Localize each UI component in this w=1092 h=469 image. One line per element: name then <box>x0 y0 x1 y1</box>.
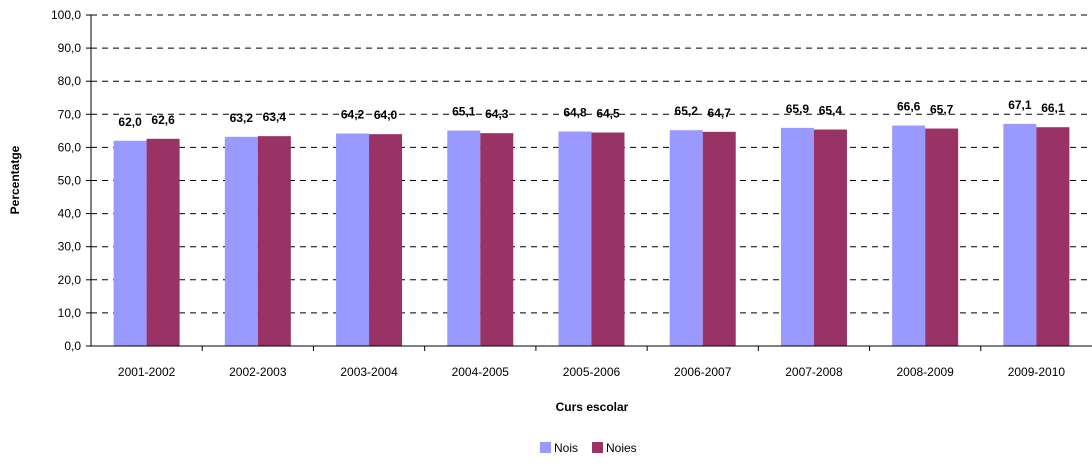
bars <box>113 123 1070 346</box>
data-label: 65,7 <box>930 103 954 117</box>
legend-label-nois: Nois <box>554 441 578 455</box>
bar-noies <box>369 134 403 346</box>
bar-noies <box>1036 127 1070 346</box>
y-tick-label: 30,0 <box>58 240 82 254</box>
data-label: 64,0 <box>374 108 398 122</box>
data-label: 65,2 <box>675 104 699 118</box>
bar-noies <box>813 129 847 346</box>
data-label: 62,6 <box>151 113 175 127</box>
bar-nois <box>669 130 703 346</box>
data-label: 67,1 <box>1008 98 1032 112</box>
bar-nois <box>336 133 370 346</box>
bar-nois <box>224 136 258 346</box>
data-label: 65,4 <box>819 104 843 118</box>
data-label: 64,5 <box>596 107 620 121</box>
bar-nois <box>447 130 481 346</box>
x-tick-label: 2001-2002 <box>118 365 176 379</box>
y-tick-label: 0,0 <box>64 339 81 353</box>
y-tick-label: 20,0 <box>58 273 82 287</box>
legend: Nois Noies <box>540 441 637 455</box>
x-tick-label: 2009-2010 <box>1008 365 1066 379</box>
x-tick-label: 2003-2004 <box>340 365 398 379</box>
data-label: 64,7 <box>708 106 732 120</box>
axes <box>86 14 1092 351</box>
bar-noies <box>702 131 736 346</box>
legend-swatch-nois <box>540 442 551 453</box>
bar-nois <box>113 140 147 346</box>
x-tick-label: 2002-2003 <box>229 365 287 379</box>
y-tick-label: 80,0 <box>58 74 82 88</box>
bar-nois <box>558 131 592 346</box>
bar-nois <box>780 127 814 346</box>
bar-noies <box>591 132 625 346</box>
x-tick-label: 2005-2006 <box>563 365 621 379</box>
x-tick-label: 2008-2009 <box>896 365 954 379</box>
data-label: 64,8 <box>563 106 587 120</box>
x-tick-label: 2006-2007 <box>674 365 732 379</box>
bar-nois <box>1003 123 1037 346</box>
data-label: 62,0 <box>118 115 142 129</box>
data-label: 63,4 <box>263 110 287 124</box>
data-labels: 62,0 62,6 63,2 63,4 64,2 64,0 65,1 64,3 64,8 64,5… <box>118 98 1064 129</box>
bar-noies <box>480 133 514 346</box>
x-axis-title: Curs escolar <box>556 400 629 414</box>
y-tick-label: 100,0 <box>51 8 81 22</box>
legend-label-noies: Noies <box>606 441 637 455</box>
bar-nois <box>892 125 926 346</box>
data-label: 64,2 <box>341 107 365 121</box>
data-label: 66,6 <box>897 100 921 114</box>
bar-noies <box>257 136 291 346</box>
data-label: 65,1 <box>452 105 476 119</box>
y-tick-label: 50,0 <box>58 174 82 188</box>
y-tick-label: 60,0 <box>58 140 82 154</box>
y-tick-label: 40,0 <box>58 207 82 221</box>
data-label: 65,9 <box>786 102 810 116</box>
data-label: 66,1 <box>1041 101 1065 115</box>
bar-noies <box>146 138 180 346</box>
data-label: 64,3 <box>485 107 509 121</box>
data-label: 63,2 <box>230 111 254 125</box>
x-tick-label: 2004-2005 <box>452 365 510 379</box>
bar-noies <box>925 128 959 346</box>
y-tick-label: 10,0 <box>58 306 82 320</box>
legend-swatch-noies <box>592 442 603 453</box>
y-tick-label: 90,0 <box>58 41 82 55</box>
y-tick-label: 70,0 <box>58 107 82 121</box>
tick-labels: 0,0 10,0 20,0 30,0 40,0 50,0 60,0 70,0 80,0 90,0 1… <box>51 8 1065 379</box>
y-axis-title: Percentatge <box>8 145 22 214</box>
x-tick-label: 2007-2008 <box>785 365 843 379</box>
